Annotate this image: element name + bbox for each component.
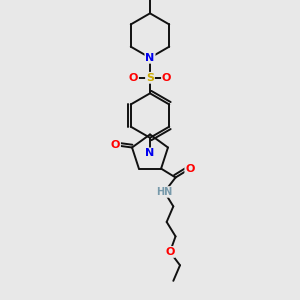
Text: HN: HN bbox=[156, 187, 172, 197]
Text: N: N bbox=[146, 53, 154, 63]
Text: O: O bbox=[165, 247, 175, 257]
Text: S: S bbox=[146, 73, 154, 83]
Text: O: O bbox=[162, 73, 171, 83]
Text: N: N bbox=[146, 148, 154, 158]
Text: O: O bbox=[111, 140, 120, 150]
Text: O: O bbox=[185, 164, 195, 174]
Text: O: O bbox=[129, 73, 138, 83]
